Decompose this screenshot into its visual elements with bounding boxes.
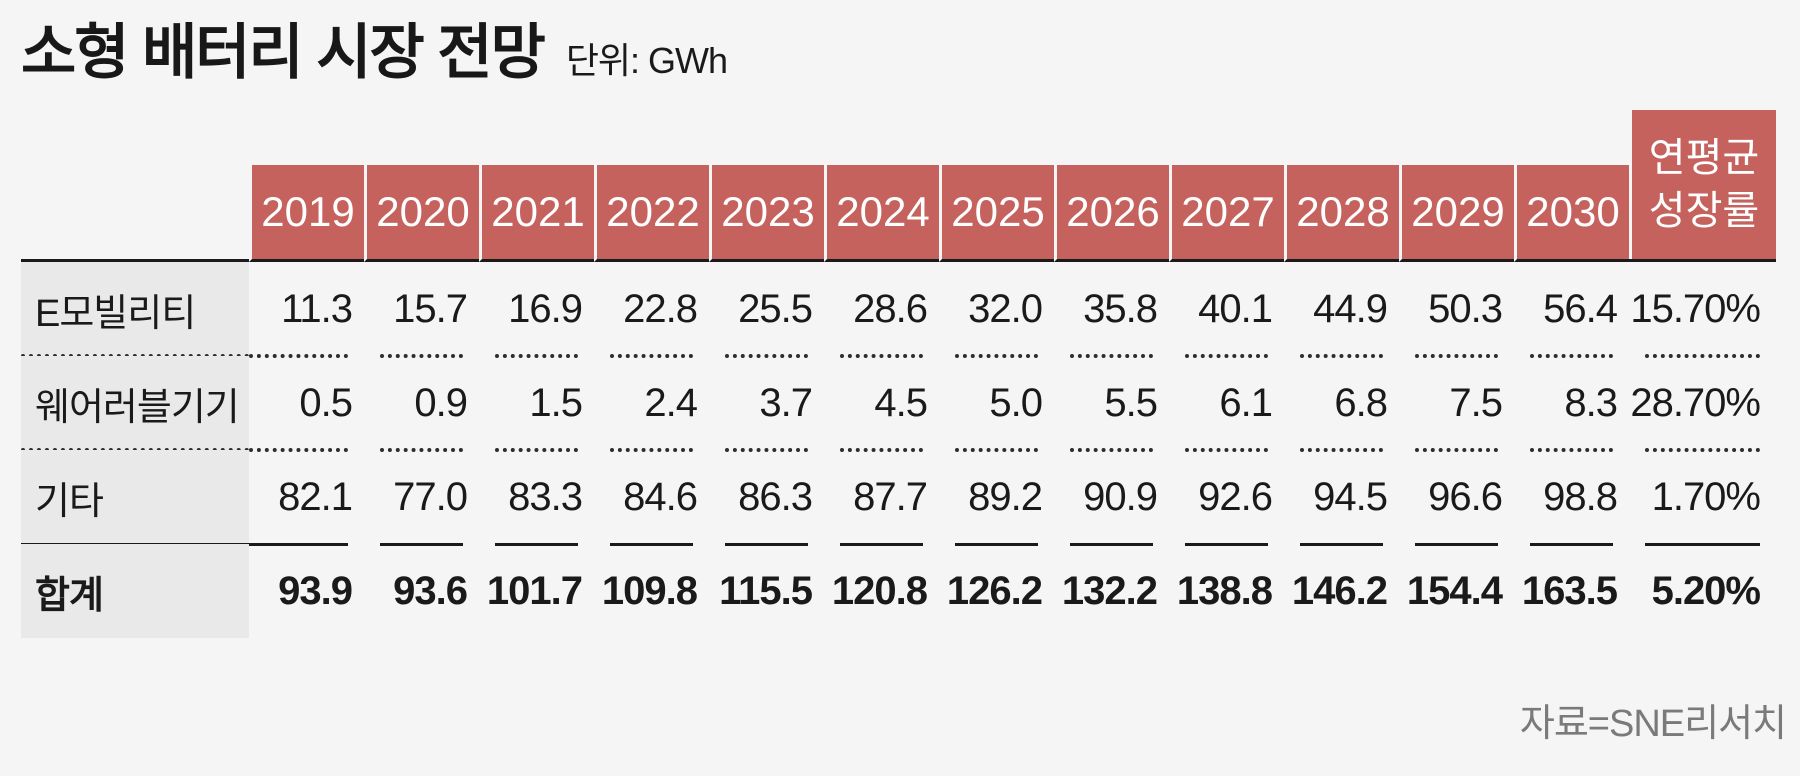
value-cell: 138.8: [1176, 568, 1273, 613]
table-row-emobility: E모빌리티 11.3 15.7 16.9 22.8 25.5 28.6 32.0…: [21, 262, 1776, 358]
value-cell: 98.8: [1514, 450, 1629, 546]
year-header: 2024: [824, 165, 939, 262]
page-title: 소형 배터리 시장 전망: [21, 19, 546, 86]
value-cell: 1.5: [479, 356, 594, 452]
value-cell: 163.5: [1521, 568, 1618, 613]
value-cell: 93.9: [278, 568, 353, 613]
value-cell: 115.5: [719, 568, 813, 613]
cagr-cell: 5.20%: [1651, 568, 1761, 613]
year-header: 2029: [1399, 165, 1514, 262]
value-cell: 120.8: [831, 568, 928, 613]
cagr-header-line2: 성장률: [1648, 188, 1760, 233]
value-cell: 84.6: [594, 450, 709, 546]
value-cell: 25.5: [709, 262, 824, 358]
corner-cell: [21, 165, 249, 262]
source-credit: 자료=SNE리서치: [1519, 703, 1787, 745]
value-cell: 8.3: [1514, 356, 1629, 452]
value-cell: 146.2: [1291, 568, 1388, 613]
value-cell: 56.4: [1514, 262, 1629, 358]
year-header: 2019: [249, 165, 364, 262]
value-cell: 101.7: [486, 568, 583, 613]
value-cell: 6.1: [1169, 356, 1284, 452]
cagr-cell: 1.70%: [1629, 450, 1776, 546]
value-cell: 82.1: [249, 450, 364, 546]
year-header: 2027: [1169, 165, 1284, 262]
value-cell: 28.6: [824, 262, 939, 358]
value-cell: 5.0: [939, 356, 1054, 452]
value-cell: 90.9: [1054, 450, 1169, 546]
year-header: 2025: [939, 165, 1054, 262]
value-cell: 50.3: [1399, 262, 1514, 358]
value-cell: 94.5: [1284, 450, 1399, 546]
table-row-total: 합계 93.9 93.6 101.7 109.8 115.5 120.8 126…: [21, 544, 1776, 638]
cagr-cell: 15.70%: [1629, 262, 1776, 358]
cagr-header: 연평균 성장률: [1629, 110, 1776, 262]
value-cell: 5.5: [1054, 356, 1169, 452]
unit-label: 단위: GWh: [565, 40, 728, 81]
row-label: 합계: [21, 544, 249, 638]
year-header: 2020: [364, 165, 479, 262]
cagr-header-box: 연평균 성장률: [1632, 110, 1776, 259]
value-cell: 40.1: [1169, 262, 1284, 358]
value-cell: 0.9: [364, 356, 479, 452]
value-cell: 2.4: [594, 356, 709, 452]
value-cell: 11.3: [249, 262, 364, 358]
value-cell: 16.9: [479, 262, 594, 358]
year-header: 2023: [709, 165, 824, 262]
forecast-table: 2019 2020 2021 2022 2023 2024 2025 2026 …: [21, 110, 1776, 638]
value-cell: 109.8: [601, 568, 698, 613]
row-label: 웨어러블기기: [21, 356, 249, 452]
row-label: E모빌리티: [21, 262, 249, 358]
value-cell: 3.7: [709, 356, 824, 452]
table-row-wearable: 웨어러블기기 0.5 0.9 1.5 2.4 3.7 4.5 5.0 5.5 6…: [21, 356, 1776, 452]
value-cell: 92.6: [1169, 450, 1284, 546]
value-cell: 154.4: [1406, 568, 1503, 613]
value-cell: 83.3: [479, 450, 594, 546]
value-cell: 77.0: [364, 450, 479, 546]
year-header: 2022: [594, 165, 709, 262]
value-cell: 35.8: [1054, 262, 1169, 358]
year-header: 2030: [1514, 165, 1629, 262]
cagr-cell: 28.70%: [1629, 356, 1776, 452]
value-cell: 93.6: [393, 568, 468, 613]
value-cell: 96.6: [1399, 450, 1514, 546]
value-cell: 86.3: [709, 450, 824, 546]
value-cell: 32.0: [939, 262, 1054, 358]
value-cell: 0.5: [249, 356, 364, 452]
value-cell: 7.5: [1399, 356, 1514, 452]
value-cell: 126.2: [946, 568, 1043, 613]
row-label: 기타: [21, 450, 249, 546]
table-header-row: 2019 2020 2021 2022 2023 2024 2025 2026 …: [21, 110, 1776, 262]
value-cell: 87.7: [824, 450, 939, 546]
value-cell: 132.2: [1061, 568, 1158, 613]
cagr-header-line1: 연평균: [1648, 135, 1760, 180]
chart-header: 소형 배터리 시장 전망 단위: GWh: [0, 0, 1800, 90]
value-cell: 89.2: [939, 450, 1054, 546]
year-header: 2028: [1284, 165, 1399, 262]
table-row-others: 기타 82.1 77.0 83.3 84.6 86.3 87.7 89.2 90…: [21, 450, 1776, 546]
value-cell: 15.7: [364, 262, 479, 358]
value-cell: 4.5: [824, 356, 939, 452]
year-header: 2021: [479, 165, 594, 262]
year-header: 2026: [1054, 165, 1169, 262]
value-cell: 22.8: [594, 262, 709, 358]
value-cell: 44.9: [1284, 262, 1399, 358]
value-cell: 6.8: [1284, 356, 1399, 452]
